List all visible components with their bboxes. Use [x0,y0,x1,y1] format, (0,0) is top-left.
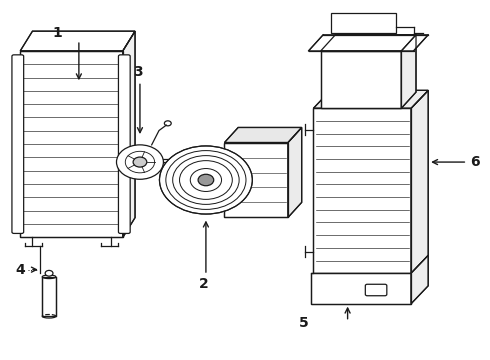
FancyBboxPatch shape [12,55,24,233]
Polygon shape [321,35,416,51]
Polygon shape [311,273,411,304]
Polygon shape [123,31,135,237]
Text: 5: 5 [299,316,309,330]
Polygon shape [224,127,302,143]
Text: 2: 2 [198,277,208,291]
Polygon shape [224,143,288,217]
Circle shape [117,145,163,179]
Polygon shape [314,90,428,108]
Polygon shape [411,255,428,304]
Polygon shape [321,51,401,108]
Circle shape [159,146,252,214]
Polygon shape [309,35,428,51]
Circle shape [166,150,246,210]
Text: 4: 4 [15,263,25,276]
Text: 3: 3 [133,66,142,80]
FancyBboxPatch shape [366,284,387,296]
FancyBboxPatch shape [119,55,130,233]
Circle shape [198,174,214,186]
Circle shape [179,161,232,199]
Polygon shape [401,35,416,108]
Polygon shape [288,127,302,217]
Circle shape [172,156,239,204]
Polygon shape [314,108,411,273]
Polygon shape [20,51,123,237]
Text: 6: 6 [470,155,479,169]
Polygon shape [331,13,396,33]
Polygon shape [20,31,135,51]
Polygon shape [42,277,56,316]
Text: 1: 1 [52,26,62,40]
Circle shape [133,157,147,167]
Polygon shape [411,90,428,273]
Circle shape [45,270,53,276]
Circle shape [190,168,221,192]
